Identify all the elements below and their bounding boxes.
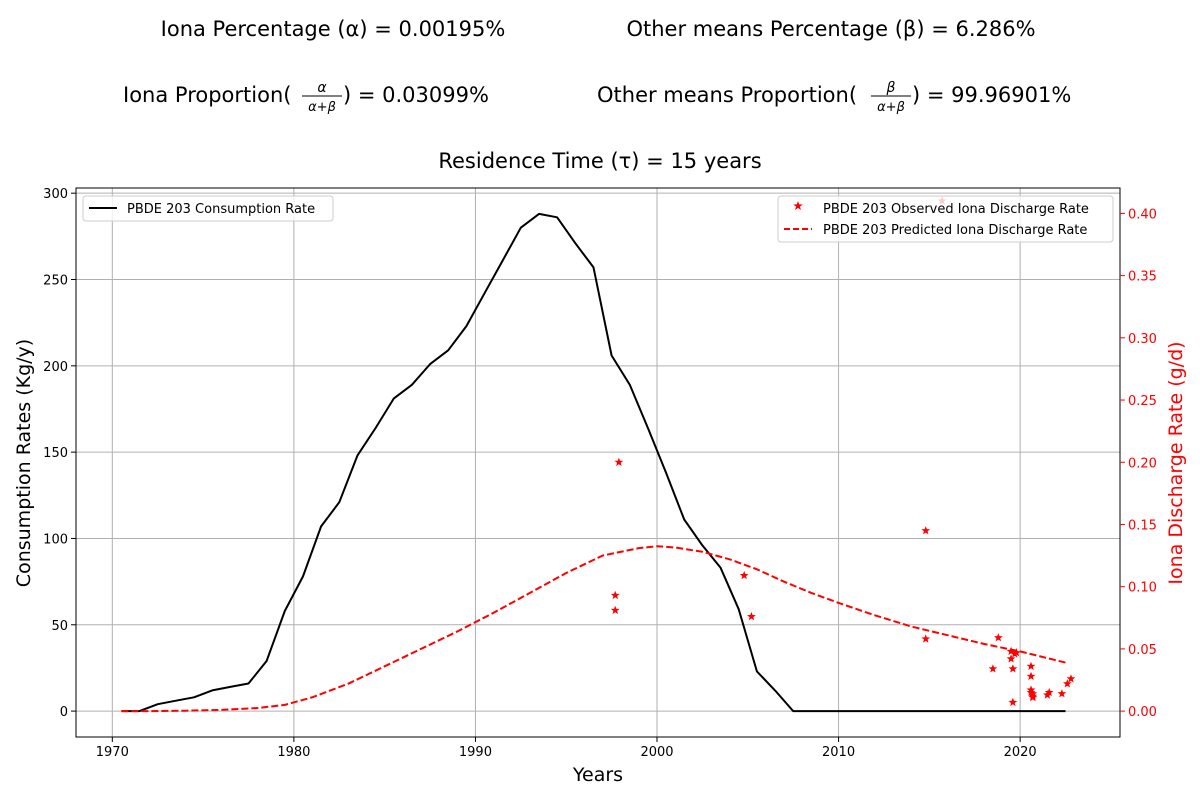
- y-right-tick-label: 0.15: [1128, 518, 1157, 533]
- observed-point: [988, 664, 998, 673]
- beta-percentage-text: Other means Percentage (β) = 6.286%: [626, 17, 1035, 41]
- x-tick-label: 2000: [640, 745, 673, 760]
- iona-proportion-fraction: α α+β: [302, 80, 342, 115]
- x-tick-label: 2010: [822, 745, 855, 760]
- observed-point: [994, 633, 1003, 642]
- observed-point: [1057, 689, 1067, 698]
- legend-discharge: PBDE 203 Observed Iona Discharge Rate PB…: [777, 195, 1114, 243]
- y-right-tick-label: 0.40: [1128, 207, 1157, 222]
- x-tick-label: 1970: [96, 745, 129, 760]
- observed-point: [614, 457, 624, 466]
- x-tick-label: 2020: [1004, 745, 1037, 760]
- iona-proportion-value: ) = 0.03099%: [343, 83, 489, 107]
- observed-point: [1008, 664, 1018, 673]
- svg-text:α+β: α+β: [308, 100, 336, 115]
- y-axis-left: 0 50 100 150 200 250 300: [43, 187, 76, 720]
- svg-text:β: β: [886, 80, 896, 96]
- observed-point: [1026, 671, 1036, 680]
- svg-text:α+β: α+β: [877, 100, 905, 115]
- observed-discharge-points: [610, 196, 1076, 707]
- observed-point: [1063, 679, 1072, 688]
- y-right-tick-label: 0.00: [1128, 705, 1157, 720]
- legend-consumption-label: PBDE 203 Consumption Rate: [127, 202, 315, 217]
- legend-consumption: PBDE 203 Consumption Rate: [82, 195, 334, 222]
- predicted-discharge-line: [121, 545, 1066, 713]
- legend-observed-label: PBDE 203 Observed Iona Discharge Rate: [823, 202, 1089, 217]
- alpha-percentage-text: Iona Percentage (α) = 0.00195%: [161, 17, 506, 41]
- x-tick-label: 1980: [277, 745, 310, 760]
- y-left-tick-label: 150: [43, 446, 68, 461]
- y-right-tick-label: 0.30: [1128, 332, 1157, 347]
- y-right-tick-label: 0.05: [1128, 643, 1157, 658]
- grid: [76, 188, 1120, 737]
- other-proportion-line: Other means Proportion( β α+β ) = 99.969…: [597, 80, 1071, 115]
- observed-point: [1012, 648, 1021, 657]
- x-axis-label: Years: [572, 764, 623, 786]
- other-proportion-value: ) = 99.96901%: [912, 83, 1071, 107]
- observed-point: [747, 611, 756, 621]
- observed-point: [739, 570, 749, 580]
- y-right-tick-label: 0.25: [1128, 394, 1157, 409]
- svg-text:α: α: [317, 80, 327, 96]
- iona-proportion-line: Iona Proportion( α α+β ) = 0.03099%: [123, 80, 489, 115]
- y-right-tick-label: 0.35: [1128, 270, 1157, 285]
- residence-time-title: Residence Time (τ) = 15 years: [438, 149, 761, 173]
- y-axis-left-label: Consumption Rates (Kg/y): [13, 339, 35, 587]
- observed-point: [1028, 692, 1038, 702]
- observed-point: [1044, 687, 1054, 697]
- consumption-rate-line: [121, 212, 1066, 713]
- observed-point: [1066, 674, 1076, 683]
- observed-point: [921, 634, 931, 643]
- y-right-tick-label: 0.20: [1128, 456, 1157, 471]
- legend-observed-swatch: [793, 201, 803, 210]
- observed-point: [610, 590, 620, 600]
- y-axis-right-label: Iona Discharge Rate (g/d): [1165, 341, 1187, 584]
- observed-point: [921, 526, 931, 535]
- observed-point: [610, 605, 620, 614]
- y-left-tick-label: 250: [43, 274, 68, 289]
- plot-frame: [75, 187, 1121, 738]
- other-proportion-fraction: β α+β: [871, 80, 911, 115]
- y-axis-right: 0.00 0.05 0.10 0.15 0.20 0.25 0.30 0.35 0.40: [1120, 207, 1157, 720]
- legend-predicted-label: PBDE 203 Predicted Iona Discharge Rate: [823, 223, 1087, 238]
- iona-proportion-prefix: Iona Proportion(: [123, 83, 291, 107]
- observed-point: [1026, 661, 1036, 670]
- y-left-tick-label: 0: [60, 705, 68, 720]
- observed-point: [1008, 697, 1018, 707]
- observed-point: [1006, 646, 1016, 656]
- observed-point: [1026, 687, 1036, 697]
- other-proportion-prefix: Other means Proportion(: [597, 83, 857, 107]
- observed-point: [1006, 654, 1016, 663]
- x-axis: 1970 1980 1990 2000 2010 2020: [96, 737, 1037, 760]
- y-left-tick-label: 100: [43, 532, 68, 547]
- y-left-tick-label: 50: [51, 619, 68, 634]
- y-right-tick-label: 0.10: [1128, 581, 1157, 596]
- series-layer: [121, 196, 1076, 713]
- y-left-tick-label: 200: [43, 360, 68, 375]
- y-left-tick-label: 300: [43, 187, 68, 202]
- x-tick-label: 1990: [459, 745, 492, 760]
